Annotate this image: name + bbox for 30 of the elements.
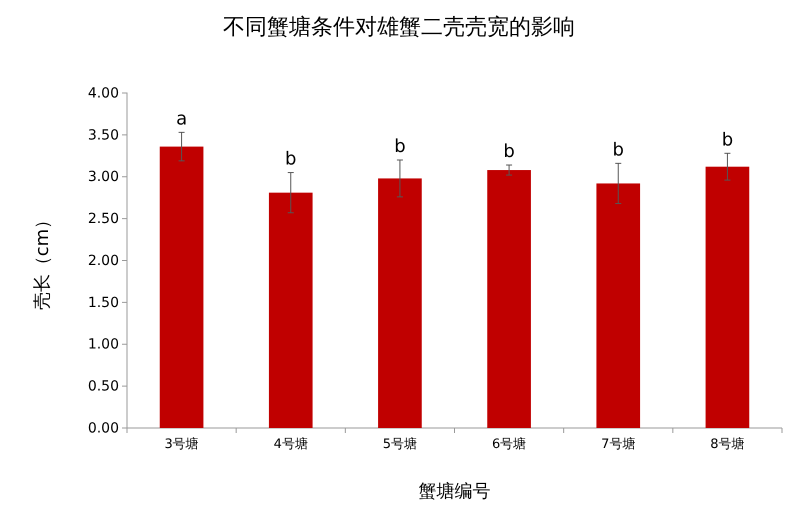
y-tick-label: 1.00 [88,336,119,353]
y-tick-label: 2.50 [88,211,119,228]
chart-title: 不同蟹塘条件对雄蟹二壳壳宽的影响 [223,15,575,40]
bar [596,183,640,428]
y-tick-label: 0.00 [88,420,119,436]
x-axis-title: 蟹塘编号 [418,481,490,502]
x-tick-label: 8号塘 [710,436,745,452]
x-tick-label: 3号塘 [164,436,199,452]
annotation: b [503,141,515,162]
y-tick-label: 1.50 [88,294,119,311]
x-tick-label: 4号塘 [274,436,308,452]
bar [378,178,422,428]
bar [487,170,531,428]
annotation: b [394,136,406,157]
annotation: b [612,139,624,160]
y-axis-title: 壳长（cm） [32,210,53,310]
bar [706,166,750,428]
x-tick-label: 7号塘 [601,436,636,452]
y-tick-label: 3.00 [88,169,119,186]
y-tick-label: 4.00 [88,85,119,102]
bar [268,192,313,428]
y-tick-label: 3.50 [88,127,119,144]
y-tick-label: 0.50 [88,378,119,395]
y-tick-label: 2.00 [88,252,119,269]
bar [160,146,204,428]
annotation: b [722,129,734,150]
annotation: a [176,108,188,130]
x-tick-label: 6号塘 [492,436,526,452]
x-tick-label: 5号塘 [382,436,418,452]
annotation: b [285,148,296,170]
